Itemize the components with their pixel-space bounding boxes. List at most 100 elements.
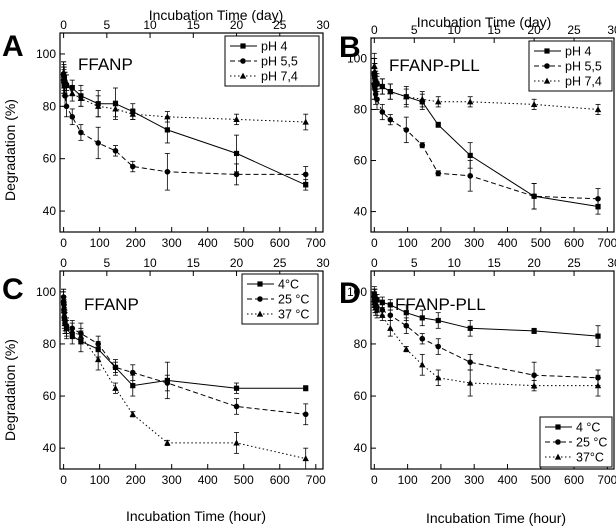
circle-marker <box>112 148 119 154</box>
triangle-marker <box>379 311 386 318</box>
square-marker <box>257 281 263 287</box>
series-circle <box>371 68 601 210</box>
circle-marker <box>129 163 136 170</box>
top-tick-label: 30 <box>607 23 616 37</box>
series-line <box>373 83 599 200</box>
circle-marker <box>419 142 426 149</box>
square-marker <box>233 385 240 391</box>
square-marker <box>233 150 240 157</box>
x-tick-label: 0 <box>60 473 67 487</box>
triangle-marker <box>435 98 442 105</box>
legend-label: 4 °C <box>576 421 600 435</box>
triangle-marker <box>94 356 102 363</box>
square-marker <box>595 333 601 339</box>
y-tick-label: 60 <box>43 389 57 403</box>
circle-marker <box>164 380 171 386</box>
triangle-marker <box>419 95 426 102</box>
plot-frame <box>59 32 324 233</box>
x-tick-label: 700 <box>597 473 616 487</box>
circle-marker <box>387 116 394 123</box>
top-tick-label: 10 <box>143 256 157 270</box>
x-tick-label: 200 <box>431 236 451 250</box>
legend-label: 37°C <box>576 451 604 465</box>
square-marker <box>544 48 550 54</box>
x-tick-label: 400 <box>198 473 218 487</box>
top-tick-label: 25 <box>273 256 287 270</box>
top-tick-label: 20 <box>527 256 541 270</box>
bottom-axis-label: Incubation Time (hour) <box>426 510 566 526</box>
x-tick-label: 700 <box>597 236 616 250</box>
x-tick-label: 300 <box>464 473 484 487</box>
x-tick-label: 0 <box>371 473 378 487</box>
panel-letter: C <box>2 273 24 306</box>
x-tick-label: 700 <box>306 236 326 250</box>
top-tick-label: 25 <box>567 256 581 270</box>
y-tick-label: 60 <box>354 389 368 403</box>
square-marker <box>303 385 309 391</box>
x-tick-label: 500 <box>234 473 254 487</box>
triangle-marker <box>594 106 602 113</box>
plot-frame <box>370 37 615 233</box>
x-tick-label: 600 <box>564 473 584 487</box>
triangle-marker <box>129 410 136 417</box>
circle-marker <box>302 171 309 178</box>
legend-label: pH 4 <box>261 40 287 54</box>
circle-marker <box>531 193 537 200</box>
square-marker <box>555 424 561 430</box>
top-tick-label: 15 <box>487 256 501 270</box>
triangle-marker <box>594 382 602 389</box>
triangle-marker <box>543 77 551 84</box>
circle-marker <box>95 341 101 347</box>
y-tick-label: 100 <box>347 285 367 299</box>
triangle-marker <box>129 110 136 117</box>
chart-panel-c: 0 100 200 300 400 500 600 700 40 60 80 100 0 5 10 15 20 2… <box>2 256 330 487</box>
y-tick-label: 100 <box>347 51 367 65</box>
x-tick-label: 100 <box>398 236 418 250</box>
triangle-marker <box>530 100 538 107</box>
triangle-marker <box>63 324 70 331</box>
square-marker <box>435 317 441 324</box>
triangle-marker <box>435 374 442 381</box>
panel-title: FFANP-PLL <box>395 295 486 314</box>
triangle-marker <box>94 102 102 109</box>
triangle-marker <box>77 95 85 102</box>
circle-marker <box>435 170 442 177</box>
x-tick-label: 0 <box>371 236 378 250</box>
x-tick-label: 600 <box>270 473 290 487</box>
legend: pH 4pH 5,5pH 7,4 <box>224 35 320 87</box>
circle-marker <box>435 343 442 350</box>
square-marker <box>130 383 136 389</box>
triangle-marker <box>530 382 538 389</box>
legend-label: pH 5,5 <box>565 60 602 74</box>
circle-marker <box>595 196 601 202</box>
top-tick-label: 30 <box>607 256 616 270</box>
triangle-marker <box>466 379 474 386</box>
y-tick-label: 40 <box>354 205 368 219</box>
x-tick-label: 100 <box>398 473 418 487</box>
panel-letter: B <box>339 31 361 64</box>
triangle-marker <box>77 332 85 339</box>
legend-label: 25 °C <box>278 293 309 307</box>
triangle-marker <box>379 83 386 90</box>
circle-marker <box>467 173 473 179</box>
triangle-marker <box>69 89 76 96</box>
y-tick-label: 60 <box>354 154 368 168</box>
series-triangle <box>371 52 602 115</box>
top-tick-label: 30 <box>316 18 330 32</box>
top-tick-label: 5 <box>411 23 418 37</box>
triangle-marker <box>387 88 394 95</box>
x-tick-label: 500 <box>234 236 254 250</box>
x-tick-label: 400 <box>497 473 517 487</box>
legend-label: 4°C <box>278 278 299 292</box>
y-tick-label: 80 <box>43 337 57 351</box>
circle-marker <box>403 127 410 133</box>
top-tick-label: 0 <box>60 18 67 32</box>
circle-marker <box>403 322 410 329</box>
circle-marker <box>63 103 70 110</box>
top-axis-label: Incubation Time (day) <box>149 7 284 23</box>
y-tick-label: 80 <box>354 102 368 116</box>
circle-marker <box>531 372 537 379</box>
top-tick-label: 15 <box>187 18 201 32</box>
top-tick-label: 15 <box>487 23 501 37</box>
triangle-marker <box>373 306 381 313</box>
